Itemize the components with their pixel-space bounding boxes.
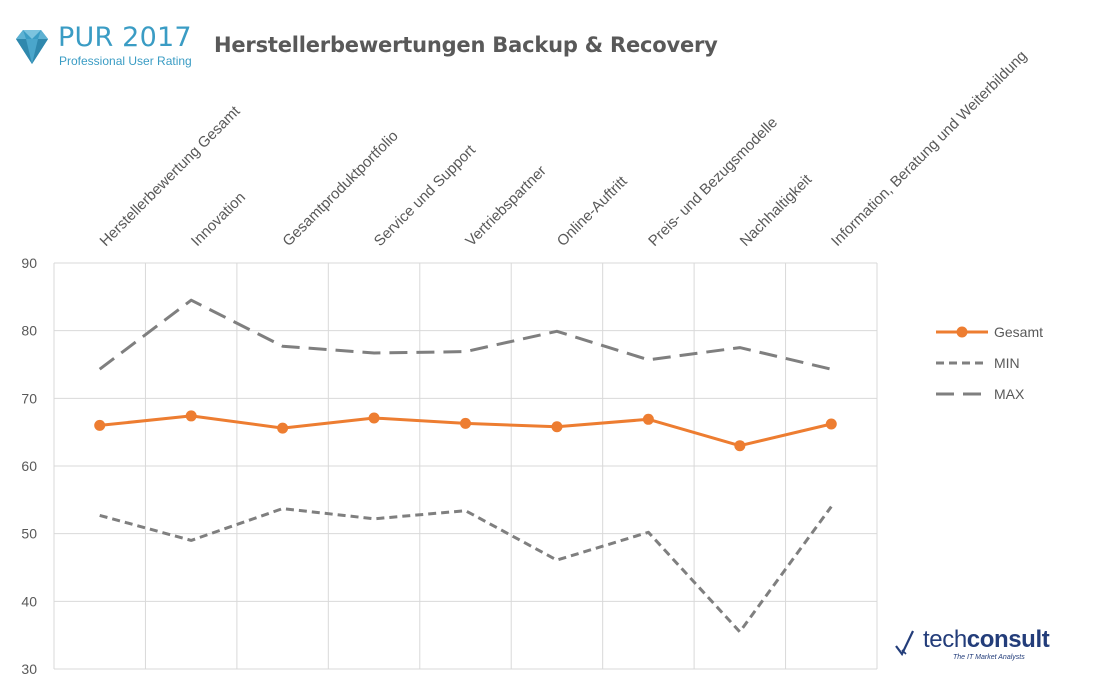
y-tick-label: 80 [21,323,37,339]
series-max [98,298,832,371]
legend-swatch [936,361,988,364]
y-tick-label: 70 [21,390,37,406]
y-tick-label: 60 [21,458,37,474]
checkmark-icon [895,630,914,656]
logo-title: PUR 2017 [58,22,192,53]
legend: Gesamt MIN MAX [934,316,1084,409]
data-point [185,410,197,422]
gridlines [53,262,878,670]
chart-title: Herstellerbewertungen Backup & Recovery [214,33,718,57]
legend-swatch [936,326,988,337]
legend-item: Gesamt [934,316,1084,347]
data-point [551,421,563,433]
y-tick-label: 90 [21,255,37,271]
legend-item: MAX [934,378,1084,409]
y-tick-label: 40 [21,593,37,609]
data-point [460,417,471,429]
diamond-icon [16,30,48,64]
legend-label: Gesamt [994,323,1044,340]
techconsult-name: techconsult [923,626,1050,654]
pur-logo: PUR 2017 Professional User Rating [12,22,202,74]
x-tick-label: Service und Support [371,141,480,250]
series-line [99,505,833,634]
legend-label: MIN [994,354,1020,371]
data-point [642,413,654,425]
data-point [94,419,106,431]
y-tick-label: 30 [21,661,37,677]
techconsult-name-part2: consult [966,626,1050,653]
series-min [99,505,833,634]
x-tick-label: Vertriebspartner [462,162,549,249]
data-point [368,412,380,424]
legend-item: MIN [934,347,1084,378]
x-tick-label: Online-Auftritt [554,172,631,249]
techconsult-tagline: The IT Market Analysts [953,654,1025,661]
legend-marker [956,326,968,337]
techconsult-name-part1: tech [923,626,967,653]
legend-swatch [936,392,988,395]
data-point [277,422,289,434]
legend-label: MAX [994,385,1025,402]
logo-subtitle: Professional User Rating [59,54,192,68]
y-axis: 30 40 50 60 70 80 90 [21,255,37,677]
data-point [734,440,746,452]
x-tick-label: Innovation [188,189,249,250]
series-line [98,298,832,371]
x-tick-label: Information, Beratung und Weiterbildung [828,48,1030,250]
y-tick-label: 50 [21,526,37,542]
x-tick-label: Nachhaltigkeit [737,171,816,250]
series-gesamt [94,410,837,452]
data-point [825,418,837,430]
techconsult-logo: techconsult The IT Market Analysts [893,626,1073,668]
